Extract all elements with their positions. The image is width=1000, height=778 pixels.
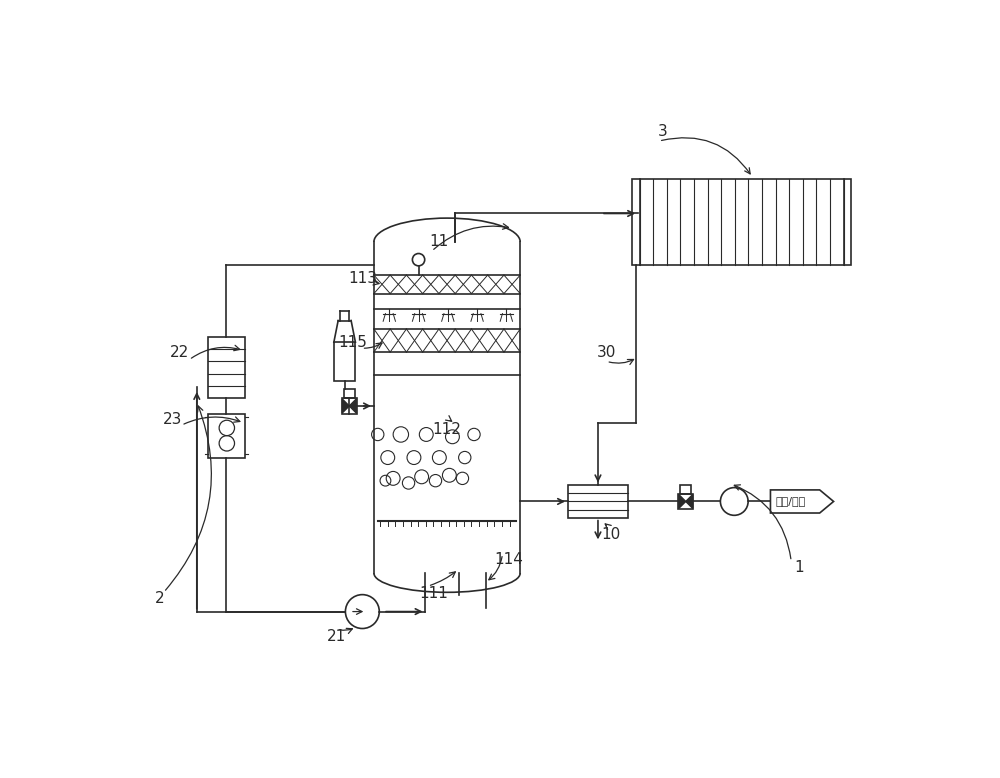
Bar	[208, 337, 245, 398]
Text: 115: 115	[338, 335, 367, 349]
Text: 10: 10	[601, 527, 621, 542]
Text: 114: 114	[494, 552, 523, 567]
Text: 空气/氧气: 空气/氧气	[775, 496, 805, 506]
Text: 1: 1	[794, 560, 804, 575]
Text: 112: 112	[433, 422, 461, 436]
Bar	[632, 179, 640, 265]
Polygon shape	[686, 495, 693, 508]
Bar	[844, 179, 851, 265]
Bar	[344, 389, 355, 398]
Text: 2: 2	[155, 591, 165, 606]
Text: 113: 113	[348, 271, 377, 286]
Bar	[334, 342, 355, 380]
Polygon shape	[679, 495, 686, 508]
Polygon shape	[342, 399, 349, 413]
Text: 22: 22	[170, 345, 189, 359]
Text: 3: 3	[658, 124, 668, 139]
Bar	[342, 398, 357, 414]
Bar	[568, 485, 628, 517]
Text: 30: 30	[597, 345, 616, 359]
Text: 11: 11	[430, 234, 449, 250]
Text: 21: 21	[327, 629, 347, 644]
Bar	[208, 414, 245, 457]
Bar	[680, 485, 691, 494]
Bar	[678, 494, 693, 509]
Polygon shape	[349, 399, 356, 413]
Text: 111: 111	[420, 587, 448, 601]
Text: 23: 23	[162, 412, 182, 426]
